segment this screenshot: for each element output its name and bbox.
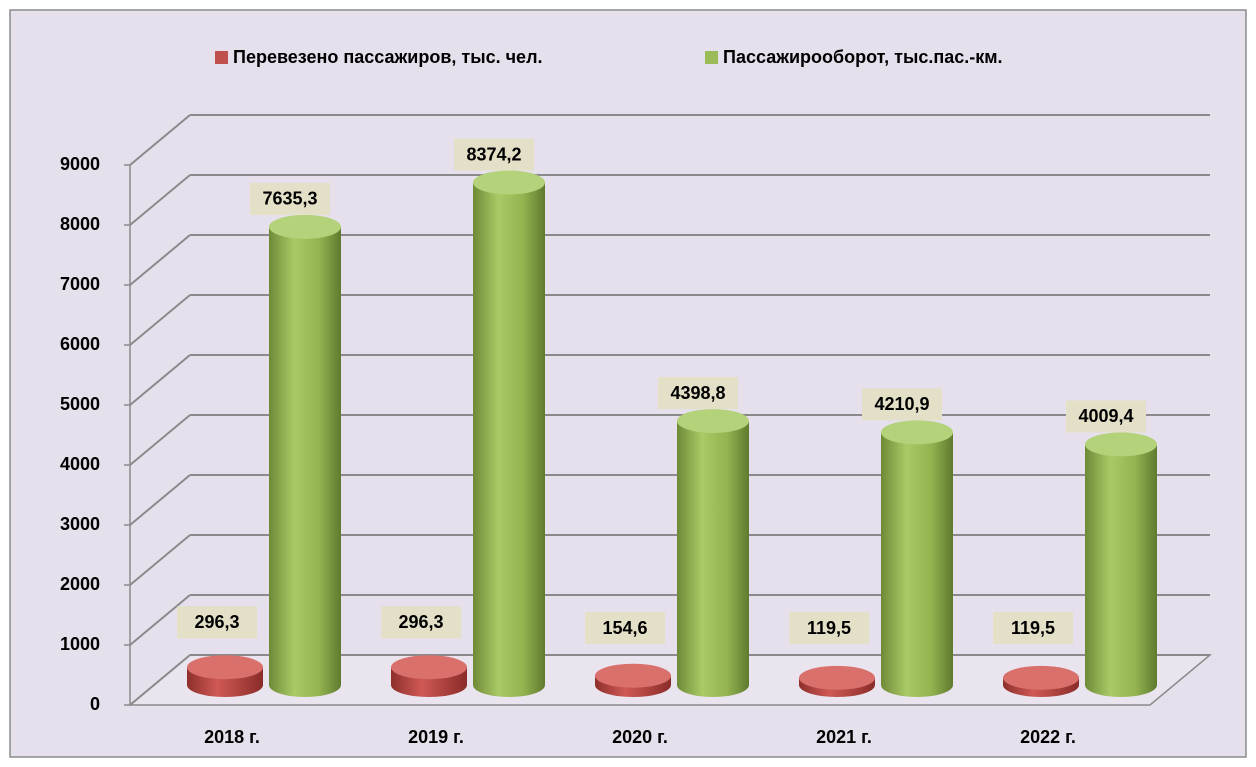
grid-line-side xyxy=(129,594,191,646)
grid-line-side xyxy=(129,114,191,166)
x-tick-label: 2018 г. xyxy=(204,727,260,747)
cylinder-body xyxy=(677,421,749,697)
data-label-box xyxy=(250,182,330,215)
data-label: 119,5 xyxy=(1011,618,1055,638)
y-tick-label: 5000 xyxy=(60,394,100,414)
x-tick-label: 2020 г. xyxy=(612,727,668,747)
x-tick-label: 2019 г. xyxy=(408,727,464,747)
y-tick-label: 7000 xyxy=(60,274,100,294)
cylinder-top xyxy=(799,665,875,690)
data-label: 296,3 xyxy=(194,612,239,632)
data-label: 4210,9 xyxy=(874,394,929,414)
legend-swatch xyxy=(705,51,718,64)
y-tick-label: 2000 xyxy=(60,574,100,594)
data-label: 154,6 xyxy=(602,618,647,638)
cylinder-top xyxy=(187,655,263,680)
y-tick-label: 8000 xyxy=(60,214,100,234)
grid-line-side xyxy=(129,174,191,226)
data-label-box xyxy=(585,612,665,644)
data-label: 4009,4 xyxy=(1078,406,1133,426)
legend-label: Перевезено пассажиров, тыс. чел. xyxy=(233,47,543,67)
data-label-box xyxy=(454,138,534,171)
cylinder-body xyxy=(881,432,953,697)
y-tick-label: 9000 xyxy=(60,154,100,174)
data-label: 8374,2 xyxy=(466,144,521,164)
chart-background xyxy=(9,9,1247,758)
x-tick-label: 2021 г. xyxy=(816,727,872,747)
legend-label: Пассажирооборот, тыс.пас.-км. xyxy=(723,47,1003,67)
cylinder-top xyxy=(1003,665,1079,690)
cylinder-top xyxy=(595,663,671,688)
data-label-box xyxy=(658,377,738,410)
grid-line-side xyxy=(129,474,191,526)
cylinder-top xyxy=(269,214,341,239)
cylinder-top xyxy=(473,170,545,195)
cylinder-top xyxy=(881,420,953,445)
data-label: 4398,8 xyxy=(670,383,725,403)
grid-line-side xyxy=(129,654,191,706)
y-tick-label: 0 xyxy=(90,694,100,714)
data-label: 7635,3 xyxy=(262,189,317,209)
data-label-box xyxy=(1066,400,1146,433)
cylinder-body xyxy=(269,226,341,697)
data-label: 296,3 xyxy=(398,612,443,632)
cylinder-top xyxy=(677,409,749,434)
data-label-box xyxy=(862,388,942,421)
x-tick-label: 2022 г. xyxy=(1020,727,1076,747)
y-tick-label: 4000 xyxy=(60,454,100,474)
data-label-box xyxy=(993,612,1073,644)
grid-line-side xyxy=(129,354,191,406)
y-tick-label: 3000 xyxy=(60,514,100,534)
cylinder-body xyxy=(473,182,545,698)
cylinder-body xyxy=(1085,444,1157,697)
grid-line-side xyxy=(129,414,191,466)
cylinder-top xyxy=(1085,432,1157,457)
y-tick-label: 1000 xyxy=(60,634,100,654)
grid-line-side xyxy=(129,534,191,586)
y-tick-label: 6000 xyxy=(60,334,100,354)
data-label: 119,5 xyxy=(807,618,851,638)
grid-line-side xyxy=(129,294,191,346)
cylinder-top xyxy=(391,655,467,680)
legend-swatch xyxy=(215,51,228,64)
grid-line-side xyxy=(129,234,191,286)
data-label-box xyxy=(381,606,461,639)
data-label-box xyxy=(177,606,257,639)
data-label-box xyxy=(789,612,869,644)
